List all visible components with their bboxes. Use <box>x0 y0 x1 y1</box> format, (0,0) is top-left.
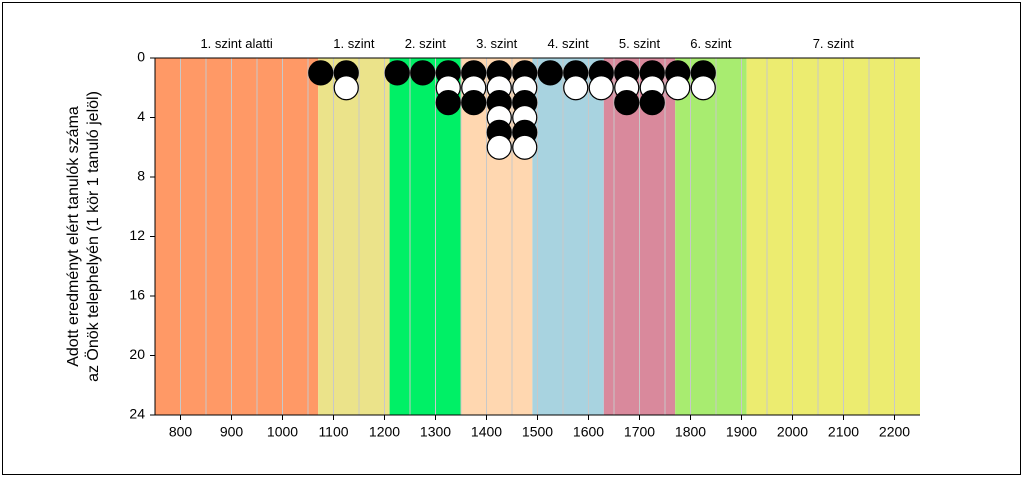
x-tick-label: 1600 <box>573 424 604 440</box>
x-tick-label: 1500 <box>522 424 553 440</box>
dot <box>665 75 691 101</box>
dot <box>308 60 334 86</box>
y-tick-label: 4 <box>137 108 145 124</box>
band-label: 7. szint <box>813 36 855 51</box>
x-tick-label: 1400 <box>471 424 502 440</box>
dot <box>537 60 563 86</box>
y-axis-label: az Önök telephelyén (1 kör 1 tanuló jelö… <box>84 91 102 382</box>
x-tick-label: 1900 <box>726 424 757 440</box>
dot <box>486 134 512 160</box>
y-tick-label: 12 <box>129 227 145 243</box>
dot <box>461 90 487 116</box>
x-tick-label: 1100 <box>318 424 348 440</box>
dot <box>563 75 589 101</box>
x-tick-label: 2200 <box>879 424 910 440</box>
y-tick-label: 24 <box>129 406 145 422</box>
band <box>532 58 604 415</box>
x-tick-label: 1000 <box>267 424 298 440</box>
band-label: 1. szint <box>333 36 375 51</box>
plot: 1. szint alatti 1. szint 2. szint 3. szint 4… <box>65 36 920 440</box>
dot <box>690 75 716 101</box>
band-label: 6. szint <box>690 36 732 51</box>
x-tick-label: 1700 <box>624 424 655 440</box>
band-label: 2. szint <box>405 36 447 51</box>
band <box>746 58 920 415</box>
x-tick-label: 900 <box>220 424 244 440</box>
y-axis-label: Adott eredményt elért tanulók száma <box>65 106 82 367</box>
x-tick-label: 1200 <box>369 424 400 440</box>
band-label: 3. szint <box>476 36 518 51</box>
dot <box>410 60 436 86</box>
x-tick-label: 2000 <box>777 424 808 440</box>
band <box>389 58 461 415</box>
dot <box>384 60 410 86</box>
dot <box>333 75 359 101</box>
dot <box>512 134 538 160</box>
y-tick-label: 16 <box>129 287 145 303</box>
dot <box>435 90 461 116</box>
band-label: 4. szint <box>548 36 590 51</box>
y-tick-label: 8 <box>137 168 145 184</box>
band-label: 5. szint <box>619 36 661 51</box>
x-tick-label: 2100 <box>828 424 859 440</box>
dot <box>614 90 640 116</box>
y-tick-label: 20 <box>129 346 145 362</box>
x-tick-label: 800 <box>169 424 193 440</box>
y-tick-label: 0 <box>137 49 145 65</box>
band-label: 1. szint alatti <box>200 36 272 51</box>
band <box>675 58 747 415</box>
dot <box>588 75 614 101</box>
x-tick-label: 1300 <box>420 424 451 440</box>
band <box>155 58 319 415</box>
band <box>318 58 390 415</box>
dot <box>639 90 665 116</box>
x-tick-label: 1800 <box>675 424 706 440</box>
